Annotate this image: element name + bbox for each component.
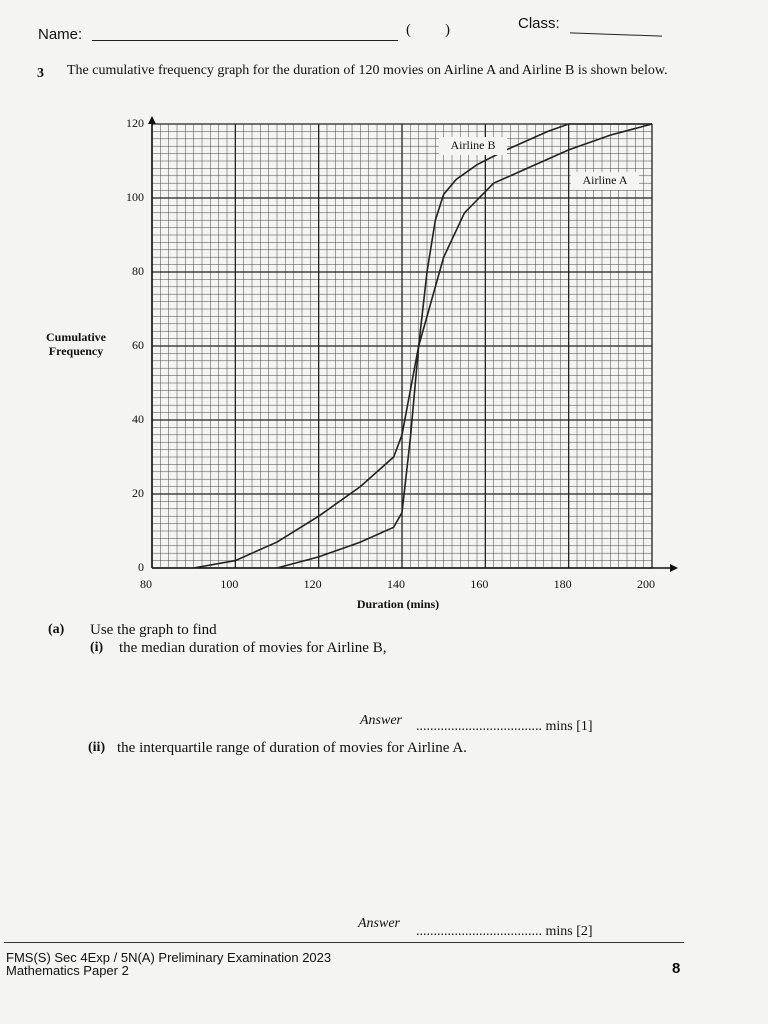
y-tick-label: 120 [126,116,144,130]
class-label: Class: [518,15,560,32]
item-label: (ii) [88,740,106,755]
series-line [193,123,653,569]
answer-label: Answer [358,916,400,931]
series-label-bg [439,137,507,155]
question-text: The cumulative frequency graph for the d… [67,63,668,78]
y-tick-label: 40 [132,412,144,426]
y-axis-arrow [148,116,156,124]
part-intro: Use the graph to find [90,622,217,638]
footer-line1: FMS(S) Sec 4Exp / 5N(A) Preliminary Exam… [6,950,332,965]
item-text: the interquartile range of duration of m… [117,740,467,756]
x-axis-arrow [670,564,678,572]
x-tick-label: 120 [304,577,322,591]
series-label-bg [571,172,639,190]
item-text: the median duration of movies for Airlin… [119,640,387,656]
close-paren: ) [445,22,450,38]
name-label: Name: [38,26,83,43]
y-tick-label: 20 [132,486,144,500]
series-line [276,123,652,569]
series-label: Airline B [451,138,496,152]
series-label: Airline A [583,173,628,187]
open-paren: ( [406,22,411,38]
x-tick-label: 100 [220,577,238,591]
answer-line: .................................... min… [416,719,593,734]
answer-label: Answer [360,713,402,728]
chart: Duration (mins) 80 100 120 140 160 180 200 0 20 4… [126,116,678,611]
item-label: (i) [90,640,104,655]
part-label: (a) [48,622,65,637]
y-tick-label: 0 [138,560,144,574]
y-tick-label: 100 [126,190,144,204]
x-tick-label: 80 [140,577,152,591]
x-tick-label: 140 [387,577,405,591]
answer-line: .................................... min… [416,924,593,939]
x-tick-label: 200 [637,577,655,591]
page-number: 8 [672,960,681,977]
footer-rule [4,942,684,943]
y-tick-label: 80 [132,264,144,278]
footer-line2: Mathematics Paper 2 [6,963,129,978]
y-axis-label: Cumulative Frequency [46,330,106,358]
name-line [92,40,398,41]
x-tick-label: 180 [554,577,572,591]
x-axis-label: Duration (mins) [357,597,439,611]
y-tick-label: 60 [132,338,144,352]
x-tick-label: 160 [470,577,488,591]
question-number: 3 [37,66,44,81]
